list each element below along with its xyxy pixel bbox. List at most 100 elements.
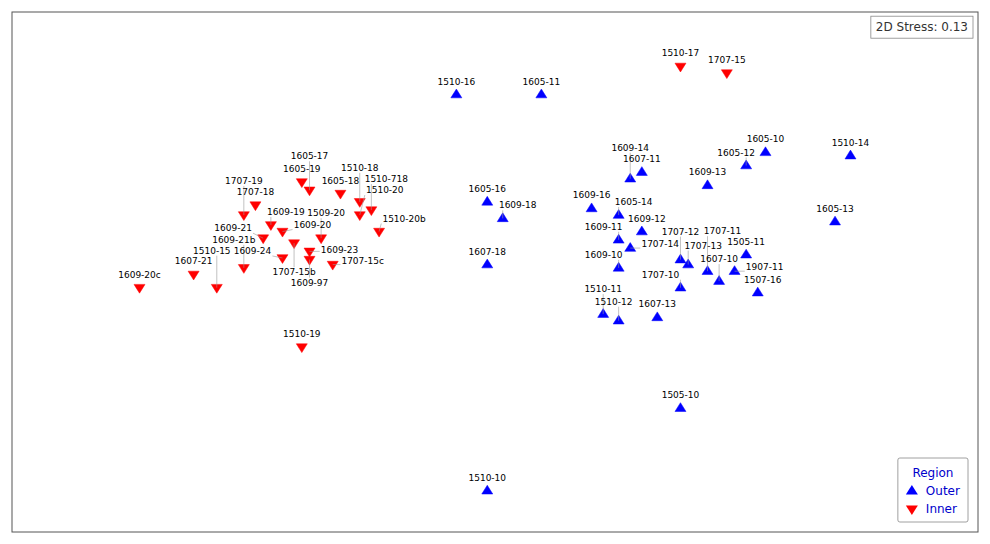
point-label: 1609-11 <box>585 222 623 232</box>
point-label: 1510-11 <box>584 284 622 294</box>
leader-line <box>618 260 619 268</box>
point-label: 1707-11 <box>704 226 742 236</box>
point-label: 1907-11 <box>746 262 784 272</box>
point-label: 1510-20 <box>366 185 404 195</box>
point-label: 1607-10 <box>700 254 738 264</box>
point <box>830 216 841 225</box>
legend-frame <box>898 458 968 522</box>
point <box>702 180 713 189</box>
point-label: 1510-10 <box>468 473 506 483</box>
leader-lines <box>217 153 746 321</box>
point-label: 1707-15 <box>708 55 746 65</box>
point <box>675 403 686 412</box>
point <box>741 249 752 258</box>
point-label: 1605-14 <box>615 197 653 207</box>
point-label: 1707-14 <box>641 239 679 249</box>
point-label: 1605-11 <box>523 77 561 87</box>
leader-line <box>502 210 503 218</box>
point-label: 1510-14 <box>832 138 870 148</box>
point-label: 1510-19 <box>283 329 321 339</box>
point-label: 1707-18 <box>237 187 275 197</box>
leader-line <box>216 256 217 288</box>
leader-line <box>333 264 341 265</box>
point-label: 1505-11 <box>727 237 765 247</box>
point-label: 1509-20 <box>307 208 345 218</box>
leader-line <box>270 217 271 225</box>
point-label: 1609-97 <box>291 278 329 288</box>
leader-line <box>379 224 381 232</box>
point <box>721 70 732 79</box>
point-label: 1605-12 <box>717 148 755 158</box>
legend-entry: Inner <box>926 502 957 516</box>
leader-line <box>294 243 295 267</box>
point <box>374 228 385 237</box>
point <box>296 344 307 353</box>
point-label: 1609-14 <box>611 143 649 153</box>
plot-frame <box>12 12 978 532</box>
point-label: 1707-12 <box>662 227 700 237</box>
point <box>652 312 663 321</box>
point <box>327 261 338 270</box>
point-label: 1510-12 <box>595 297 633 307</box>
point-label: 1707-19 <box>225 176 263 186</box>
point <box>335 190 346 199</box>
point-label: 1510-15 <box>193 246 231 256</box>
point-label: 1605-10 <box>747 134 785 144</box>
annotation-box: 2D Stress: 0.13 <box>871 16 973 38</box>
point-label: 1607-18 <box>468 247 506 257</box>
point-label: 1609-18 <box>499 200 537 210</box>
leader-line <box>630 248 640 249</box>
point <box>482 196 493 205</box>
point <box>188 271 199 280</box>
point <box>536 89 547 98</box>
point-labels: 1510-16 1605-11 1605-10 1510-14 1605-12 1607-… <box>118 48 869 482</box>
point <box>482 485 493 494</box>
leader-line <box>735 271 745 272</box>
point-label: 1609-23 <box>321 245 359 255</box>
leader-line <box>680 237 681 260</box>
point-label: 1605-17 <box>291 151 329 161</box>
point <box>296 179 307 188</box>
point-label: 1707-10 <box>642 270 680 280</box>
leader-line <box>719 264 720 281</box>
point-label: 1510-16 <box>438 77 476 87</box>
point-label: 1609-20 <box>294 220 332 230</box>
point <box>304 248 315 257</box>
annotation: 2D Stress: 0.13 <box>876 20 968 34</box>
point-label: 1609-21 <box>214 223 252 233</box>
point-label: 1505-10 <box>662 390 700 400</box>
leader-line <box>282 230 292 232</box>
leader-line <box>272 256 282 258</box>
leader-line <box>618 232 619 240</box>
legend-symbol <box>906 485 918 495</box>
point <box>636 167 647 176</box>
point-label: 1609-20c <box>118 270 161 280</box>
point-label: 1707-15c <box>341 256 384 266</box>
leader-line <box>688 251 689 265</box>
point-label: 1609-16 <box>573 190 611 200</box>
point-label: 1607-11 <box>623 154 661 164</box>
point-label: 1605-18 <box>322 176 360 186</box>
point-label: 1510-20b <box>382 214 426 224</box>
point <box>277 228 288 237</box>
point <box>760 147 771 156</box>
legend-entry: Outer <box>926 484 960 498</box>
point <box>636 226 647 235</box>
point-label: 1609-12 <box>628 214 666 224</box>
point-label: 1609-24 <box>234 246 272 256</box>
leader-line <box>680 280 681 288</box>
leader-line <box>360 195 365 215</box>
point-label: 1609-10 <box>585 250 623 260</box>
point-label: 1510-718 <box>365 174 409 184</box>
point-label: 1607-13 <box>638 299 676 309</box>
point <box>482 259 493 268</box>
marks <box>134 63 856 494</box>
point-label: 1707-15b <box>272 267 316 277</box>
point-label: 1609-19 <box>267 207 305 217</box>
point-label: 1605-19 <box>283 164 321 174</box>
point <box>451 89 462 98</box>
leader-line <box>746 158 747 166</box>
point <box>729 266 740 275</box>
point-label: 1609-13 <box>689 167 727 177</box>
point-label: 1510-18 <box>341 163 379 173</box>
